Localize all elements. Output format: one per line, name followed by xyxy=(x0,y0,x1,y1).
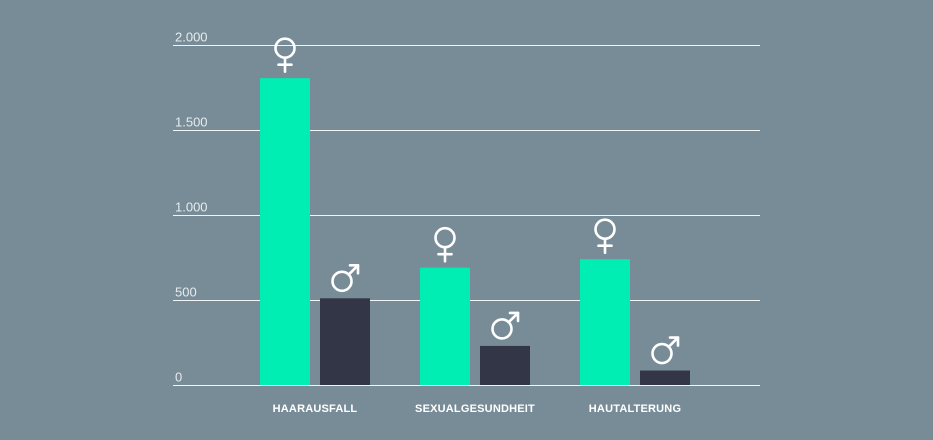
male-symbol-icon xyxy=(331,263,360,293)
y-tick-label: 1.000 xyxy=(175,200,208,215)
bar-male-1 xyxy=(480,345,530,385)
category-label: HAARAUSFALL xyxy=(273,403,358,415)
male-symbol-icon xyxy=(651,336,680,365)
y-axis-tick-labels: 0 500 1.000 1.500 2.000 xyxy=(175,30,208,385)
bar-female-1 xyxy=(420,267,470,385)
y-tick-label: 500 xyxy=(175,285,197,300)
bar-male-2 xyxy=(640,370,690,385)
bar-male-0 xyxy=(320,298,370,385)
bars xyxy=(260,78,690,386)
y-tick-label: 1.500 xyxy=(175,115,208,130)
category-label: SEXUALGESUNDHEIT xyxy=(415,403,535,415)
male-symbol-icon xyxy=(491,311,520,340)
bar-female-2 xyxy=(580,259,630,385)
y-tick-label: 0 xyxy=(175,370,182,385)
y-tick-label: 2.000 xyxy=(175,30,208,45)
bar-female-0 xyxy=(260,78,310,386)
female-symbol-icon xyxy=(434,226,456,263)
female-symbol-icon xyxy=(274,37,296,73)
category-labels: HAARAUSFALL SEXUALGESUNDHEIT HAUTALTERUNG xyxy=(273,403,681,415)
female-symbol-icon xyxy=(594,218,616,254)
gender-symbols xyxy=(274,37,680,365)
category-label: HAUTALTERUNG xyxy=(589,403,681,415)
